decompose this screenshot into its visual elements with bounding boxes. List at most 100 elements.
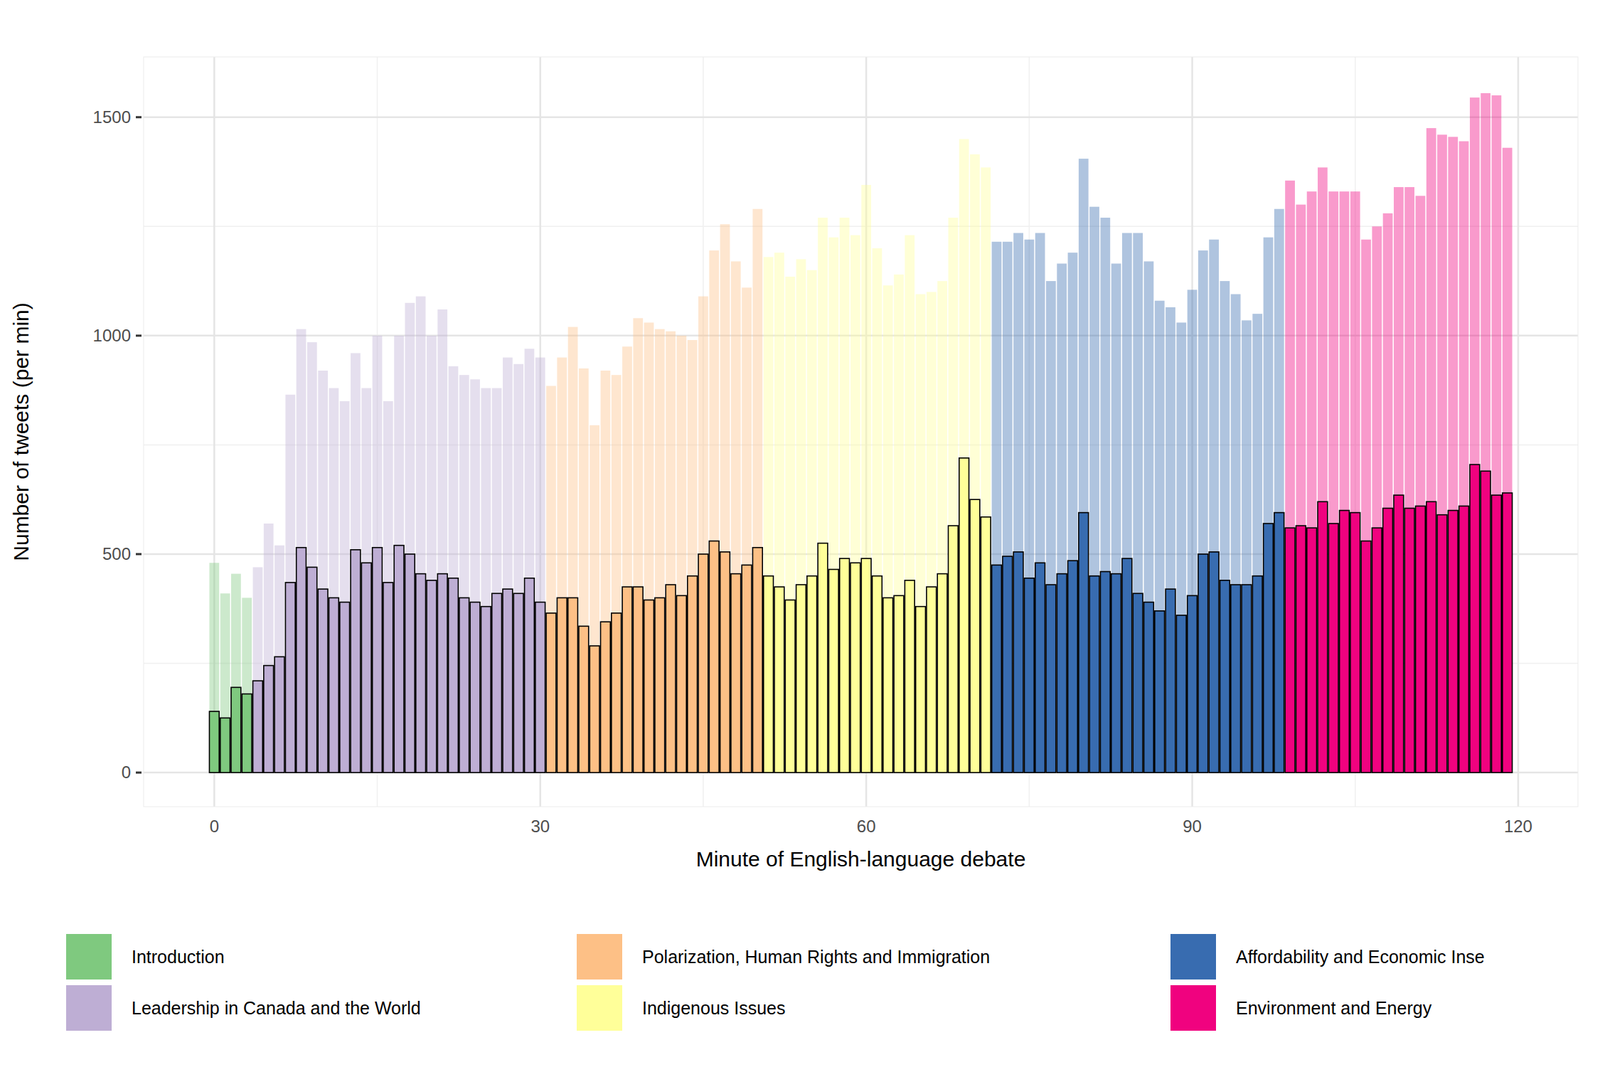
- bar: [1252, 576, 1263, 773]
- total-bar: [1383, 213, 1394, 773]
- bar: [1295, 525, 1306, 773]
- bar: [1089, 576, 1100, 773]
- bar: [915, 606, 926, 773]
- y-axis-title: Number of tweets (per min): [9, 302, 33, 561]
- total-bar: [959, 138, 970, 773]
- total-bar: [209, 562, 220, 773]
- bar: [1393, 494, 1404, 773]
- total-bar: [1111, 263, 1122, 773]
- total-bar: [1371, 226, 1382, 773]
- bar: [546, 612, 557, 773]
- bar: [383, 582, 394, 773]
- total-bar: [850, 235, 861, 773]
- y-tick-label: 0: [121, 762, 131, 782]
- bar: [578, 625, 589, 773]
- bar: [1307, 527, 1317, 773]
- minor-grid-line: [143, 226, 1578, 228]
- bar: [568, 597, 579, 773]
- bar: [1415, 505, 1426, 773]
- total-bar: [470, 379, 480, 773]
- bar: [241, 694, 252, 773]
- total-bar: [1046, 280, 1056, 773]
- bar: [285, 582, 296, 773]
- bar: [926, 586, 937, 773]
- total-bar: [752, 209, 763, 773]
- total-bar: [578, 368, 589, 773]
- legend-key: [66, 933, 112, 980]
- bar: [339, 602, 350, 773]
- total-bar: [1295, 204, 1306, 773]
- bar: [687, 576, 698, 773]
- bar: [1111, 573, 1122, 773]
- total-bar: [1144, 260, 1155, 773]
- bar: [948, 525, 959, 773]
- total-bar: [220, 593, 231, 773]
- bar: [774, 586, 785, 773]
- total-bar: [1502, 147, 1513, 773]
- bar: [1459, 505, 1470, 773]
- bar: [969, 499, 980, 773]
- total-bar: [763, 256, 774, 773]
- bar: [1013, 551, 1024, 773]
- bar: [231, 686, 242, 773]
- total-bar: [1350, 191, 1361, 773]
- total-bar: [1002, 241, 1013, 773]
- bar: [393, 545, 404, 773]
- total-bar: [241, 597, 252, 773]
- bar: [556, 597, 567, 773]
- y-tick-label: 1000: [93, 325, 131, 345]
- total-bar: [317, 370, 328, 773]
- bar: [492, 593, 503, 773]
- bar: [1404, 507, 1415, 773]
- bar: [1187, 595, 1198, 773]
- legend-key: [1170, 984, 1216, 1031]
- bar: [1274, 512, 1285, 773]
- total-bar: [644, 322, 655, 773]
- bar: [1024, 578, 1034, 773]
- bar: [296, 547, 307, 773]
- bar: [1068, 560, 1079, 773]
- total-bar: [969, 154, 980, 773]
- bar: [850, 562, 861, 773]
- total-bar: [1447, 136, 1458, 773]
- bar: [1208, 551, 1219, 773]
- y-tick-label: 1500: [93, 107, 131, 127]
- total-bar: [1328, 191, 1339, 773]
- y-tick: [135, 552, 142, 555]
- total-bar: [1404, 187, 1415, 773]
- bar: [1371, 527, 1382, 773]
- bar: [329, 597, 340, 773]
- bar: [1002, 556, 1013, 773]
- total-bar: [426, 335, 437, 773]
- bar: [1469, 464, 1480, 773]
- bar: [1263, 523, 1274, 773]
- total-bar: [502, 357, 513, 773]
- bar: [1100, 571, 1111, 773]
- bar: [665, 584, 676, 773]
- bar: [698, 553, 709, 773]
- total-bar: [1100, 217, 1111, 773]
- total-bar: [589, 425, 600, 773]
- bar: [959, 457, 970, 773]
- total-bar: [1220, 280, 1231, 773]
- bar: [1317, 501, 1328, 773]
- total-bar: [1154, 300, 1165, 773]
- bar: [611, 612, 622, 773]
- bar: [872, 576, 883, 773]
- bar: [644, 599, 655, 773]
- legend-label: Indigenous Issues: [642, 997, 786, 1018]
- total-bar: [654, 329, 665, 773]
- bar: [589, 645, 600, 773]
- bar: [992, 564, 1002, 773]
- total-bar: [339, 401, 350, 773]
- total-bar: [1132, 233, 1143, 773]
- legend-label: Environment and Energy: [1235, 997, 1433, 1018]
- legend-label: Polarization, Human Rights and Immigrati…: [642, 946, 990, 967]
- total-bar: [480, 388, 491, 773]
- total-bar: [632, 317, 643, 773]
- bar: [1426, 501, 1437, 773]
- legend-label: Leadership in Canada and the World: [131, 997, 421, 1018]
- total-bar: [1491, 95, 1502, 773]
- bar: [1122, 558, 1133, 773]
- total-bar: [1068, 252, 1079, 773]
